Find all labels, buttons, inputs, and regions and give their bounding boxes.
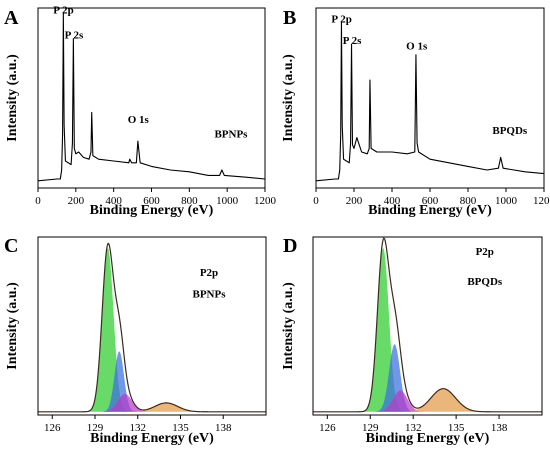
peak-annotation: P2p (476, 246, 494, 258)
y-axis-title: Intensity (a.u.) (281, 54, 296, 142)
fit-component-2 (38, 351, 266, 412)
x-tick-label: 1200 (254, 195, 277, 207)
peak-annotation: BPNPs (214, 129, 248, 141)
x-tick-label: 135 (172, 422, 189, 434)
panel-letter: B (283, 7, 296, 29)
x-tick-label: 129 (362, 422, 379, 434)
peak-annotation: P 2p (53, 4, 73, 16)
fit-component-1 (313, 248, 542, 412)
fit-envelope-line (313, 237, 542, 413)
x-tick-label: 135 (448, 422, 465, 434)
x-tick-label: 800 (460, 195, 477, 207)
peak-annotation: P 2s (343, 35, 362, 47)
x-tick-label: 1200 (533, 195, 550, 207)
x-tick-label: 400 (105, 195, 122, 207)
x-tick-label: 126 (44, 422, 61, 434)
fit-component-4 (38, 402, 266, 412)
x-tick-label: 200 (346, 195, 363, 207)
peak-annotation: BPNPs (193, 289, 227, 301)
peak-annotation: P2p (200, 267, 218, 279)
x-tick-label: 800 (181, 195, 198, 207)
x-tick-label: 400 (384, 195, 401, 207)
x-tick-label: 0 (35, 195, 41, 207)
x-axis-title: Binding Energy (eV) (366, 431, 490, 446)
plot-frame (37, 236, 267, 416)
spectrum-line (315, 21, 545, 182)
fit-component-1 (38, 248, 266, 412)
fit-component-4 (313, 388, 542, 412)
x-tick-label: 132 (130, 422, 147, 434)
peak-annotation: BPQDs (492, 125, 528, 137)
panel-letter: A (4, 7, 19, 29)
spectrum-line (37, 12, 266, 182)
x-axis-title: Binding Energy (eV) (368, 203, 492, 218)
panel-b: B 0 200 400 600 800 1000 1200 Binding Energy (eV… (281, 7, 550, 218)
x-tick-label: 600 (422, 195, 439, 207)
x-tick-label: 138 (215, 422, 232, 434)
x-tick-label: 132 (405, 422, 422, 434)
peak-annotation: P 2p (331, 13, 351, 25)
panel-letter: D (283, 235, 297, 257)
x-tick-label: 600 (143, 195, 160, 207)
peak-annotation: O 1s (128, 114, 150, 126)
x-axis-title: Binding Energy (eV) (90, 203, 214, 218)
y-axis-title: Intensity (a.u.) (281, 282, 296, 370)
panel-a: A 0 200 400 600 800 1000 1200 Binding Energy (eV… (4, 4, 277, 218)
x-tick-label: 138 (491, 422, 508, 434)
fit-envelope-line (38, 242, 266, 413)
x-tick-label: 1000 (495, 195, 518, 207)
panel-letter: C (4, 235, 18, 257)
x-tick-label: 1000 (216, 195, 239, 207)
x-tick-label: 126 (319, 422, 336, 434)
plot-frame (312, 236, 543, 416)
x-axis-title: Binding Energy (eV) (90, 431, 214, 446)
x-tick-label: 129 (87, 422, 104, 434)
y-axis-title: Intensity (a.u.) (5, 54, 20, 142)
x-tick-label: 200 (68, 195, 85, 207)
peak-annotation: O 1s (406, 40, 428, 52)
peak-annotation: BPQDs (467, 276, 503, 288)
x-tick-label: 0 (313, 195, 319, 207)
peak-annotation: P 2s (65, 30, 84, 42)
y-axis-title: Intensity (a.u.) (5, 282, 20, 370)
